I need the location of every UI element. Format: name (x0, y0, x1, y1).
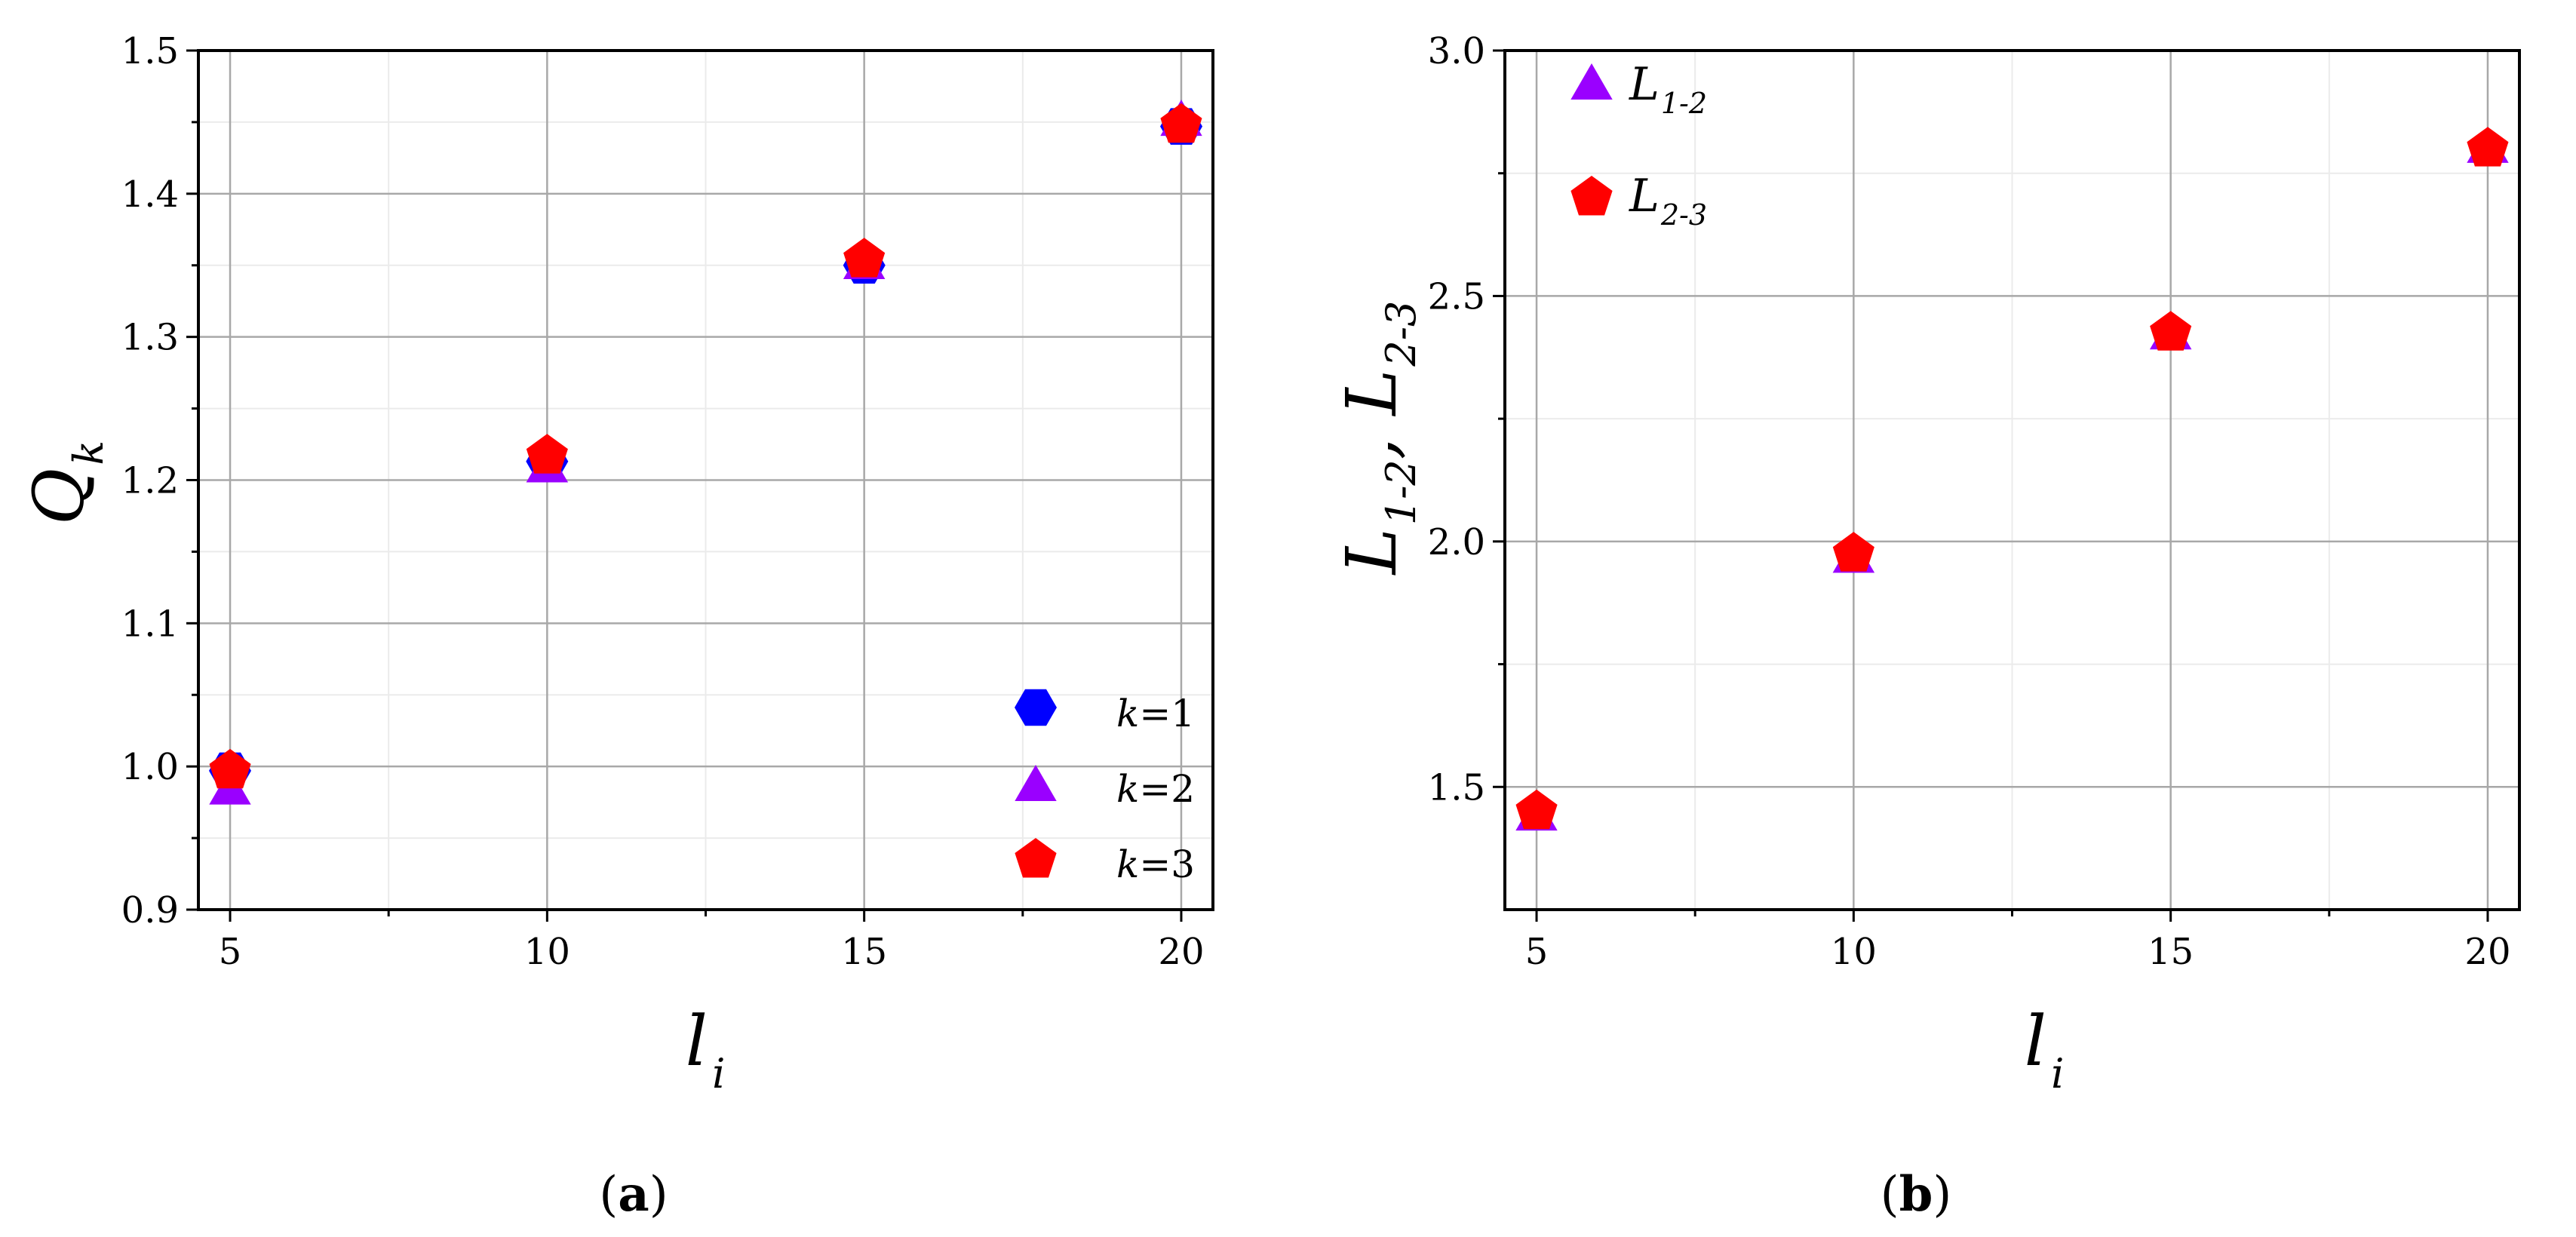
y-tick-label: 1.0 (121, 746, 179, 788)
chart-a-legend-label-k1: k=1 (1116, 692, 1195, 735)
x-tick-label: 10 (524, 931, 570, 973)
chart-b-points (1515, 126, 2509, 831)
svg-text:Qk: Qk (19, 440, 112, 525)
data-point (1160, 103, 1202, 143)
chart-a-y-axis-label: Qk (19, 440, 112, 525)
chart-b-caption: (b) (1881, 1166, 1952, 1223)
legend-marker (1015, 838, 1057, 878)
x-tick-label: 20 (1158, 931, 1204, 973)
chart-b-legend-marker-l12 (1570, 63, 1613, 100)
series-2 (1515, 127, 2509, 830)
legend-marker (1015, 765, 1057, 801)
data-point (1832, 532, 1874, 572)
data-point (526, 434, 568, 474)
x-tick-label: 5 (219, 931, 242, 973)
data-point (209, 748, 251, 789)
legend-marker (1570, 63, 1613, 100)
data-point (1515, 789, 1558, 830)
legend-marker (1015, 689, 1057, 726)
chart-a-legend-marker-k2 (1015, 765, 1057, 801)
chart-a-points (209, 100, 1202, 805)
chart-b-ticks: 5 10 15 20 1.5 2.0 2.5 3.0 (1428, 30, 2511, 973)
chart-a-legend-label-k3: k=3 (1116, 843, 1195, 886)
y-tick-label: 2.0 (1428, 521, 1485, 563)
y-tick-label: 3.0 (1428, 30, 1485, 72)
series-3 (209, 103, 1202, 789)
chart-a-legend-label-k2: k=2 (1116, 767, 1195, 811)
chart-a-legend-marker-k1 (1015, 689, 1057, 726)
y-tick-label: 1.1 (121, 603, 179, 645)
chart-a-caption: (a) (599, 1166, 668, 1223)
x-tick-label: 20 (2464, 931, 2510, 973)
y-tick-label: 1.4 (121, 173, 179, 216)
chart-a-legend: k=1 k=2 k=3 (1015, 689, 1195, 886)
x-tick-label: 10 (1831, 931, 1877, 973)
data-point (843, 238, 886, 278)
y-tick-label: 1.2 (121, 460, 179, 502)
chart-b-legend-label-l12: L1-2 (1629, 58, 1707, 120)
chart-a-legend-marker-k3 (1015, 838, 1057, 878)
chart-a-ticks: 5 10 15 20 0.9 1.0 1.1 1.2 1.3 1.4 1.5 (121, 30, 1205, 973)
chart-b-y-axis-label: L1-2, L2-3 (1331, 301, 1425, 576)
svg-text:L1-2, L2-3: L1-2, L2-3 (1331, 301, 1425, 576)
x-tick-label: 15 (841, 931, 887, 973)
legend-marker (1570, 176, 1613, 216)
chart-b-legend-label-l23: L2-3 (1629, 170, 1707, 232)
y-tick-label: 1.5 (121, 30, 179, 72)
chart-b-legend: L1-2 L2-3 (1570, 58, 1707, 232)
x-tick-label: 5 (1525, 931, 1549, 973)
y-tick-label: 2.5 (1428, 275, 1485, 318)
y-tick-label: 1.3 (121, 317, 179, 359)
y-tick-label: 0.9 (121, 889, 179, 932)
data-point (2467, 127, 2509, 167)
chart-b-grid (1505, 49, 2519, 910)
y-tick-label: 1.5 (1428, 766, 1485, 809)
chart-a-grid (198, 49, 1213, 911)
chart-b-legend-marker-l23 (1570, 176, 1613, 216)
x-tick-label: 15 (2148, 931, 2194, 973)
data-point (2150, 311, 2192, 351)
